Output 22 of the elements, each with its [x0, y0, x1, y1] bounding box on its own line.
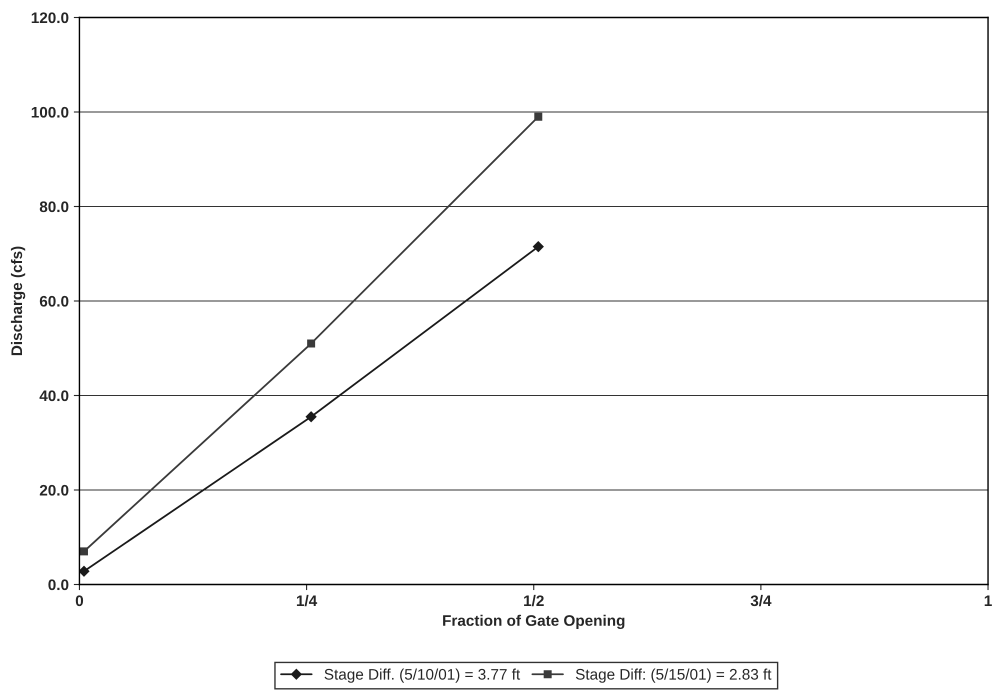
x-tick-label: 0: [76, 595, 84, 606]
point: [306, 411, 317, 422]
y-tick-label: 40.0: [40, 390, 68, 402]
point: [79, 566, 90, 577]
point: [532, 241, 544, 252]
legend-label: Stage Diff: (5/15/01) = 2.83 ft: [576, 668, 772, 683]
point: [80, 547, 88, 556]
x-tick-label: 3/4: [750, 594, 772, 606]
y-tick-label: 0.0: [48, 579, 68, 590]
y-tick-label: 80.0: [40, 201, 68, 212]
x-tick-label: 1: [984, 595, 992, 606]
point: [534, 112, 542, 121]
y-tick-label: 20.0: [40, 484, 68, 496]
y-tick-label: 60.0: [40, 296, 68, 307]
x-tick-label: 1/4: [296, 594, 318, 606]
y-axis-title: Discharge (cfs): [10, 246, 26, 356]
x-axis-title: Fraction of Gate Opening: [443, 614, 624, 630]
legend-label: Stage Diff. (5/10/01) = 3.77 ft: [324, 668, 520, 683]
x-tick-label: 1/2: [524, 594, 544, 606]
point: [307, 340, 316, 348]
y-tick-label: 100.0: [32, 106, 68, 118]
y-tick-label: 120.0: [32, 12, 68, 24]
